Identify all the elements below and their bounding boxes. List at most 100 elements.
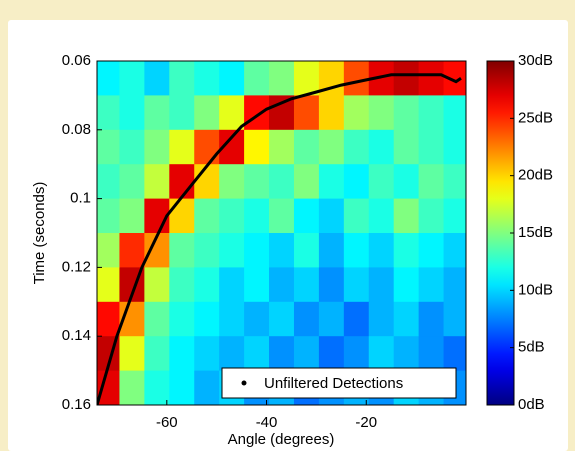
heatmap-cell: [393, 129, 420, 165]
heatmap-cell: [368, 164, 395, 200]
heatmap-cell: [418, 336, 445, 372]
heatmap-cell: [144, 370, 170, 405]
heatmap-cell: [443, 233, 466, 268]
heatmap-cell: [393, 336, 420, 372]
colorbar-label: 15dB: [518, 224, 553, 241]
heatmap-cell: [97, 95, 120, 131]
heatmap-cell: [219, 267, 245, 303]
heatmap-cell: [219, 233, 245, 268]
heatmap-cell: [368, 95, 395, 131]
heatmap-cell: [194, 129, 220, 165]
heatmap-cell: [393, 267, 420, 303]
heatmap-cell: [119, 336, 145, 372]
heatmap-cell: [443, 164, 466, 200]
colorbar-label: 5dB: [518, 339, 545, 356]
heatmap-cell: [393, 61, 420, 96]
legend-marker: [241, 380, 247, 386]
colorbar: [486, 60, 515, 406]
heatmap-cell: [418, 301, 445, 337]
heatmap-cell: [293, 301, 320, 337]
heatmap-cell: [368, 301, 395, 337]
legend-label: Unfiltered Detections: [264, 375, 403, 392]
heatmap-cell: [269, 301, 295, 337]
heatmap-cell: [194, 301, 220, 337]
heatmap-cell: [418, 233, 445, 268]
heatmap-cell: [219, 198, 245, 234]
heatmap-cell: [219, 61, 245, 96]
heatmap-cell: [318, 267, 345, 303]
heatmap-cell: [97, 370, 120, 405]
heatmap-cell: [343, 301, 370, 337]
heatmap-cell: [194, 233, 220, 268]
heatmap-cell: [97, 129, 120, 165]
heatmap-cell: [97, 267, 120, 303]
heatmap-cell: [368, 129, 395, 165]
heatmap-cell: [169, 61, 195, 96]
heatmap-cell: [169, 301, 195, 337]
heatmap-cell: [443, 129, 466, 165]
heatmap-cell: [393, 301, 420, 337]
heatmap-cell: [293, 198, 320, 234]
x-tick-label: -60: [156, 414, 178, 431]
heatmap-cell: [343, 336, 370, 372]
heatmap-cell: [418, 198, 445, 234]
heatmap-cell: [443, 301, 466, 337]
heatmap-cell: [244, 198, 270, 234]
heatmap-cell: [97, 164, 120, 200]
heatmap-cell: [144, 267, 170, 303]
heatmap-cell: [144, 301, 170, 337]
y-tick-label: 0.16: [62, 396, 91, 413]
heatmap-cell: [293, 61, 320, 96]
heatmap-cell: [343, 267, 370, 303]
heatmap-cell: [269, 267, 295, 303]
heatmap-cell: [97, 61, 120, 96]
heatmap-cell: [443, 267, 466, 303]
x-tick-label: -40: [256, 414, 278, 431]
heatmap-cell: [318, 129, 345, 165]
heatmap-cell: [244, 129, 270, 165]
heatmap-cell: [293, 336, 320, 372]
heatmap-cell: [269, 61, 295, 96]
y-tick-label: 0.08: [62, 121, 91, 138]
heatmap-cell: [393, 198, 420, 234]
heatmap-cell: [393, 233, 420, 268]
heatmap-cell: [194, 61, 220, 96]
colorbar-label: 25dB: [518, 109, 553, 126]
heatmap-cell: [194, 267, 220, 303]
heatmap-cell: [293, 129, 320, 165]
colorbar-label: 10dB: [518, 281, 553, 298]
heatmap-cell: [269, 95, 295, 131]
y-axis-label: Time (seconds): [31, 182, 48, 285]
heatmap-cell: [293, 95, 320, 131]
heatmap-cell: [443, 95, 466, 131]
heatmap-cell: [97, 198, 120, 234]
heatmap-cell: [343, 164, 370, 200]
heatmap-cell: [293, 267, 320, 303]
heatmap-cell: [244, 61, 270, 96]
heatmap-cell: [194, 198, 220, 234]
y-tick-label: 0.12: [62, 258, 91, 275]
heatmap-cell: [219, 336, 245, 372]
heatmap-cell: [219, 164, 245, 200]
heatmap-cell: [318, 301, 345, 337]
heatmap-cell: [269, 198, 295, 234]
heatmap-cell: [119, 233, 145, 268]
heatmap-cell: [119, 164, 145, 200]
heatmap-cell: [144, 61, 170, 96]
heatmap-cell: [244, 267, 270, 303]
y-tick-label: 0.06: [62, 52, 91, 69]
heatmap-cell: [144, 129, 170, 165]
heatmap-cell: [194, 164, 220, 200]
heatmap-cell: [418, 164, 445, 200]
heatmap-cell: [443, 336, 466, 372]
heatmap-cell: [393, 95, 420, 131]
x-tick-label: -20: [355, 414, 377, 431]
heatmap-cell: [169, 164, 195, 200]
colorbar-label: 20dB: [518, 167, 553, 184]
heatmap-cell: [144, 164, 170, 200]
heatmap-cell: [318, 233, 345, 268]
heatmap-cell: [368, 233, 395, 268]
heatmap-cell: [194, 95, 220, 131]
